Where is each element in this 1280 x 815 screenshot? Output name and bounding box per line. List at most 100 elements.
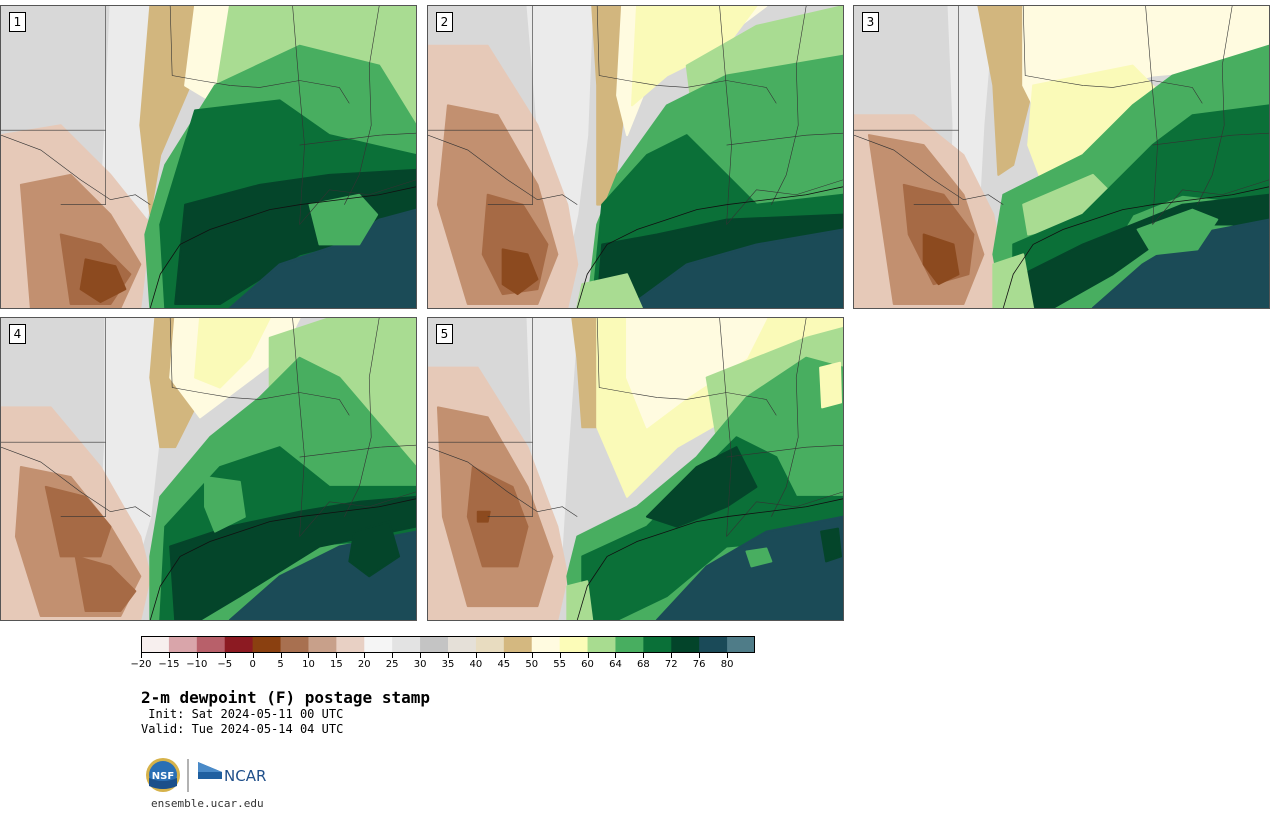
colorbar xyxy=(141,636,755,653)
map-panel-3: 3 xyxy=(853,5,1270,309)
state-border xyxy=(771,6,807,205)
state-border xyxy=(428,134,578,205)
coastline xyxy=(576,498,843,620)
colorbar-tick-label: 76 xyxy=(692,659,706,670)
colorbar-segment xyxy=(559,636,589,653)
dewpoint-region xyxy=(204,475,246,533)
colorbar-tick xyxy=(224,653,226,658)
dewpoint-region xyxy=(745,547,773,568)
map-panel-1: 1 xyxy=(0,5,417,309)
colorbar-tick xyxy=(475,653,477,658)
dewpoint-region xyxy=(655,515,843,620)
dewpoint-region xyxy=(44,485,112,558)
colorbar-segment xyxy=(280,636,309,653)
state-border xyxy=(1,6,106,131)
dewpoint-region xyxy=(1136,208,1219,256)
colorbar-segment xyxy=(615,636,644,653)
dewpoint-region xyxy=(228,208,416,308)
state-border xyxy=(428,6,533,131)
panel-number-label: 4 xyxy=(9,324,26,344)
dewpoint-region xyxy=(74,555,137,613)
colorbar-segment xyxy=(336,636,365,653)
colorbar-segment xyxy=(587,636,616,653)
coastline xyxy=(149,498,416,620)
init-time: Init: Sat 2024-05-11 00 UTC xyxy=(141,707,344,721)
colorbar-segment xyxy=(531,636,561,653)
colorbar-segment xyxy=(671,636,700,653)
colorbar-tick xyxy=(141,653,142,658)
colorbar-tick-label: 55 xyxy=(553,659,566,670)
state-border xyxy=(1145,6,1158,225)
coastline xyxy=(149,186,416,308)
colorbar-tick-label: 80 xyxy=(720,659,734,670)
colorbar-tick-label: 72 xyxy=(664,659,678,670)
state-border xyxy=(299,491,416,537)
colorbar-segment xyxy=(643,636,672,653)
colorbar-tick xyxy=(448,653,449,658)
colorbar-segment xyxy=(196,636,226,653)
state-border xyxy=(854,134,1004,205)
dewpoint-map xyxy=(854,6,1269,308)
colorbar-segment xyxy=(475,636,505,653)
colorbar-tick xyxy=(643,653,645,658)
dewpoint-region xyxy=(476,510,491,523)
state-border xyxy=(913,130,959,205)
colorbar-tick xyxy=(503,653,505,658)
state-border xyxy=(719,318,732,537)
state-border xyxy=(854,6,959,131)
dewpoint-region xyxy=(501,248,539,296)
state-border xyxy=(726,491,843,537)
state-border xyxy=(1152,179,1269,225)
state-border xyxy=(292,318,305,537)
colorbar-tick-label: 50 xyxy=(525,659,539,670)
dewpoint-region xyxy=(566,580,594,620)
dewpoint-region xyxy=(819,361,843,409)
state-border xyxy=(1022,6,1203,104)
state-border xyxy=(1,134,151,205)
colorbar-tick-label: 15 xyxy=(329,659,343,670)
colorbar-tick xyxy=(727,653,729,658)
colorbar-tick-label: −20 xyxy=(130,659,152,670)
state-border xyxy=(487,442,533,517)
svg-text:NCAR: NCAR xyxy=(224,767,266,785)
state-border xyxy=(596,318,777,416)
colorbar-segment xyxy=(168,636,198,653)
colorbar-segment xyxy=(727,636,755,653)
coastline xyxy=(576,186,843,308)
colorbar-tick-label: 40 xyxy=(469,659,483,670)
dewpoint-map xyxy=(428,318,843,620)
colorbar-segment xyxy=(699,636,728,653)
state-border xyxy=(344,318,380,517)
coastline xyxy=(1002,186,1269,308)
dewpoint-region xyxy=(820,527,843,563)
state-border xyxy=(1197,6,1233,205)
colorbar-tick xyxy=(168,653,170,658)
colorbar-tick xyxy=(531,653,533,658)
state-border xyxy=(719,6,732,225)
state-border xyxy=(169,6,350,104)
colorbar-tick-label: −5 xyxy=(217,659,233,670)
colorbar-tick xyxy=(196,653,198,658)
colorbar-segment xyxy=(364,636,393,653)
state-border xyxy=(299,444,416,458)
state-border xyxy=(60,442,106,517)
dewpoint-region xyxy=(1091,218,1269,308)
dewpoint-region xyxy=(626,318,768,429)
plot-title: 2-m dewpoint (F) postage stamp xyxy=(141,688,430,707)
state-border xyxy=(1152,132,1269,146)
panel-number-label: 3 xyxy=(862,12,879,32)
colorbar-tick-label: 5 xyxy=(277,659,284,670)
colorbar-tick-label: −10 xyxy=(186,659,208,670)
valid-time: Valid: Tue 2024-05-14 04 UTC xyxy=(141,722,344,736)
state-border xyxy=(299,132,416,146)
colorbar-segment xyxy=(503,636,533,653)
colorbar-tick-label: 20 xyxy=(357,659,371,670)
colorbar-segment xyxy=(224,636,254,653)
state-border xyxy=(771,318,807,517)
dewpoint-map xyxy=(428,6,843,308)
colorbar-tick xyxy=(420,653,422,658)
dewpoint-region xyxy=(626,228,843,308)
state-border xyxy=(487,130,533,205)
colorbar-segment xyxy=(420,636,449,653)
colorbar-segment xyxy=(141,636,170,653)
